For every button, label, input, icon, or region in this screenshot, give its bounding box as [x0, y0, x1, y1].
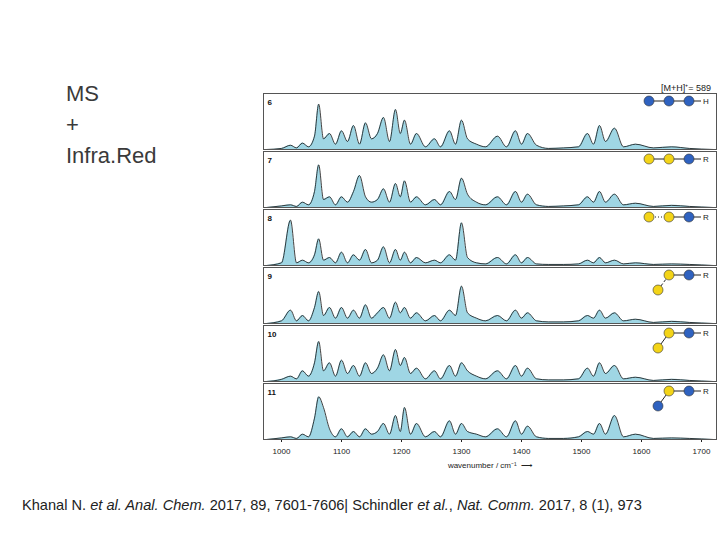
svg-text:R: R	[703, 155, 709, 164]
svg-text:6: 6	[268, 98, 273, 107]
html-text:[M+H]⁺= 589: [M+H]⁺= 589	[661, 83, 711, 93]
svg-text:1500: 1500	[573, 447, 591, 456]
svg-text:R: R	[703, 271, 709, 280]
svg-text:1700: 1700	[693, 447, 711, 456]
svg-text:10: 10	[268, 330, 277, 339]
svg-text:1200: 1200	[393, 447, 411, 456]
svg-text:7: 7	[268, 156, 273, 165]
svg-text:1300: 1300	[453, 447, 471, 456]
svg-text:1000: 1000	[273, 447, 291, 456]
svg-text:8: 8	[268, 214, 273, 223]
svg-text:1400: 1400	[513, 447, 531, 456]
svg-text:wavenumber / cm⁻¹ ⟶: wavenumber / cm⁻¹ ⟶	[447, 461, 533, 470]
svg-text:11: 11	[268, 388, 277, 397]
html-text:MS: MS	[66, 81, 99, 106]
svg-text:R: R	[703, 213, 709, 222]
svg-text:1600: 1600	[633, 447, 651, 456]
svg-text:9: 9	[268, 272, 273, 281]
svg-text:1100: 1100	[333, 447, 351, 456]
svg-text:R: R	[703, 329, 709, 338]
svg-text:H: H	[703, 97, 709, 106]
html-text:Infra.Red: Infra.Red	[66, 143, 157, 168]
html-text:Khanal N. et al. Anal. Chem. 2: Khanal N. et al. Anal. Chem. 2017, 89, 7…	[22, 497, 642, 513]
svg-text:R: R	[703, 387, 709, 396]
